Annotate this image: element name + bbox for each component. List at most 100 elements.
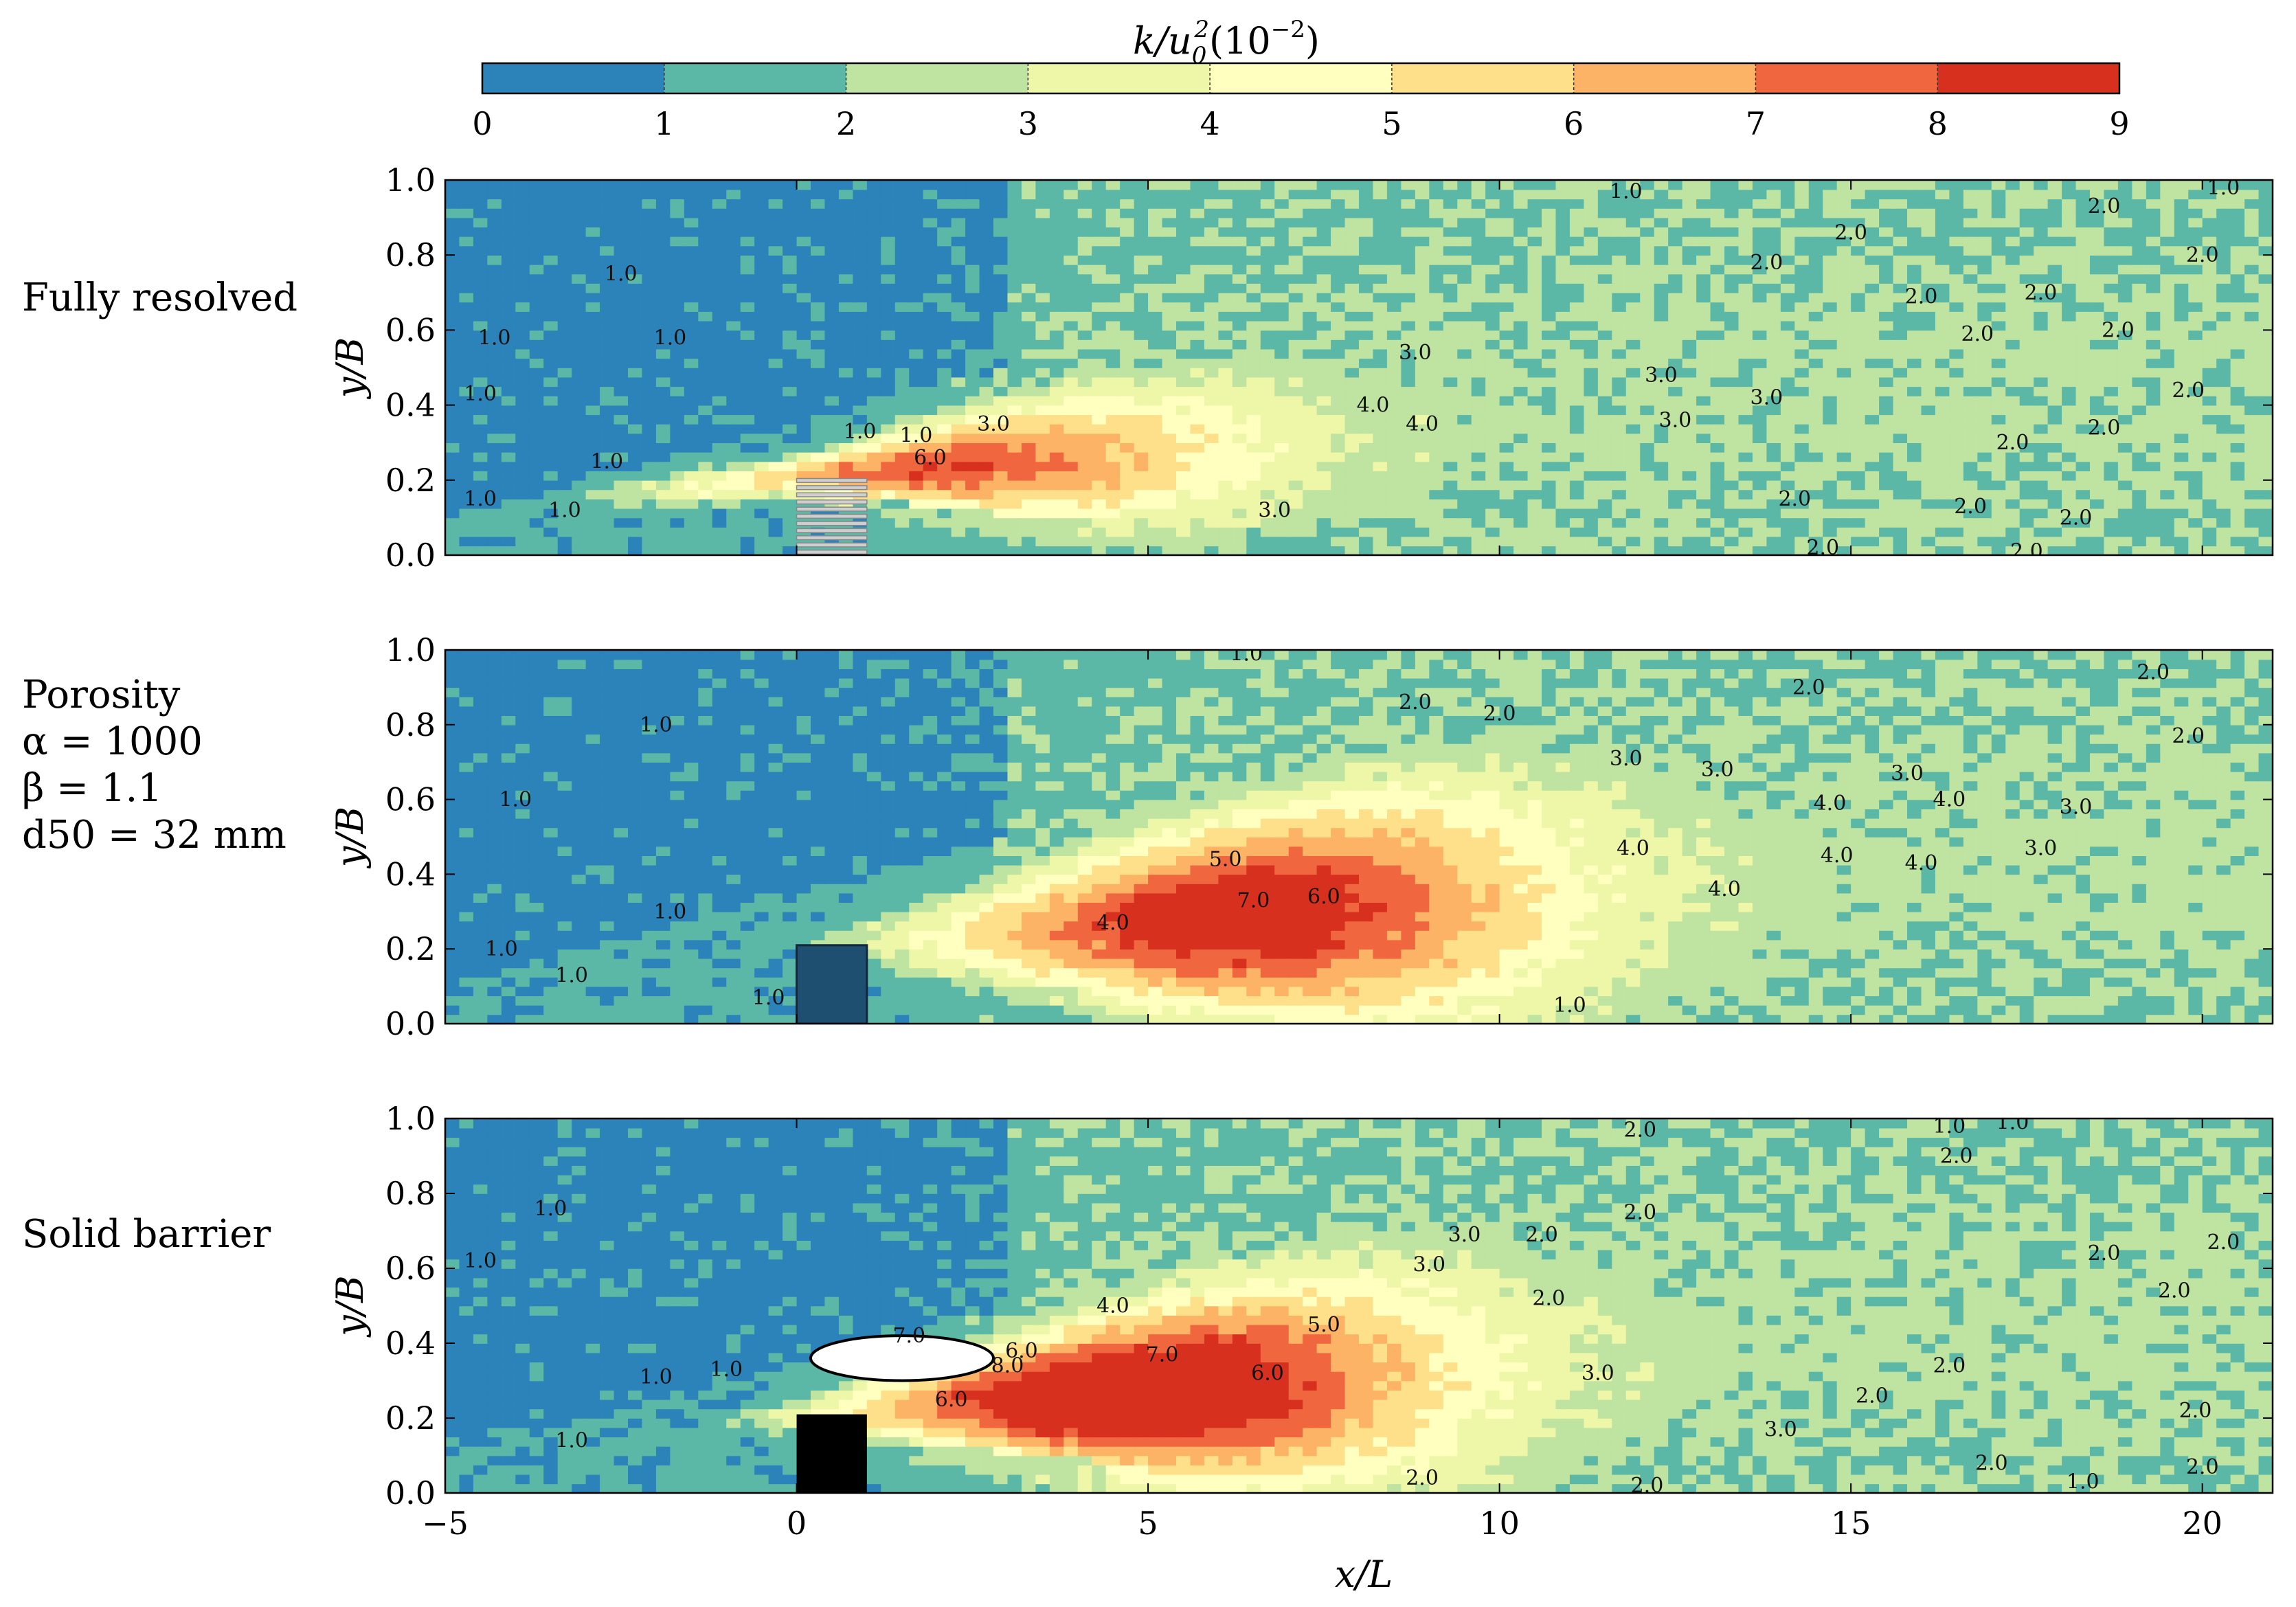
field-cell — [881, 368, 896, 378]
field-cell — [1092, 461, 1107, 471]
field-cell — [1808, 451, 1824, 462]
field-cell — [937, 264, 952, 275]
field-cell — [1148, 471, 1163, 481]
field-cell — [642, 546, 657, 555]
field-cell — [1331, 451, 1346, 462]
field-cell — [1569, 273, 1585, 284]
field-cell — [1274, 480, 1290, 491]
field-cell — [1386, 207, 1402, 218]
field-cell — [2117, 414, 2133, 425]
field-cell — [1429, 489, 1444, 499]
field-cell — [1569, 283, 1585, 293]
field-cell — [1542, 358, 1557, 368]
field-cell — [1823, 527, 1838, 537]
field-cell — [684, 320, 699, 331]
field-cell — [2047, 320, 2062, 331]
field-cell — [1359, 386, 1374, 396]
field-cell — [1893, 273, 1908, 284]
field-cell — [515, 283, 530, 293]
field-cell — [572, 405, 587, 416]
field-cell — [1274, 311, 1290, 322]
field-cell — [1584, 302, 1599, 312]
field-cell — [1218, 508, 1233, 519]
field-cell — [1232, 405, 1248, 416]
field-cell — [2104, 217, 2119, 228]
field-cell — [1092, 414, 1107, 425]
field-cell — [881, 339, 896, 350]
field-cell — [2117, 386, 2133, 396]
field-cell — [1331, 405, 1346, 416]
field-cell — [1246, 414, 1261, 425]
field-cell — [712, 442, 728, 453]
field-cell — [1542, 480, 1557, 491]
field-cell — [1640, 517, 1655, 528]
field-cell — [909, 199, 924, 209]
field-cell — [768, 471, 783, 481]
field-cell — [1035, 339, 1050, 350]
field-cell — [1766, 517, 1781, 528]
field-cell — [529, 264, 545, 275]
field-cell — [1288, 405, 1303, 416]
field-cell — [1077, 480, 1093, 491]
field-cell — [585, 320, 600, 331]
field-cell — [909, 499, 924, 509]
field-cell — [529, 236, 545, 247]
field-cell — [2146, 292, 2161, 303]
field-cell — [670, 368, 685, 378]
field-cell — [1134, 499, 1149, 509]
field-cell — [2047, 461, 2062, 471]
field-cell — [1415, 489, 1430, 499]
field-cell — [1176, 442, 1191, 453]
field-cell — [2258, 433, 2273, 443]
field-cell — [2047, 527, 2062, 537]
field-cell — [1401, 442, 1416, 453]
field-cell — [1373, 368, 1388, 378]
field-cell — [1359, 358, 1374, 368]
field-cell — [1204, 292, 1219, 303]
field-cell — [1092, 489, 1107, 499]
field-cell — [1007, 489, 1022, 499]
field-cell — [1584, 489, 1599, 499]
field-cell — [1963, 255, 1979, 265]
field-cell — [1921, 471, 1936, 481]
field-cell — [768, 508, 783, 519]
field-cell — [1176, 508, 1191, 519]
field-cell — [1148, 227, 1163, 237]
field-cell — [1471, 292, 1486, 303]
field-cell — [1105, 245, 1121, 256]
field-cell — [628, 207, 643, 218]
field-cell — [1907, 217, 1922, 228]
field-cell — [557, 489, 572, 499]
field-cell — [1780, 405, 1796, 416]
field-cell — [1035, 546, 1050, 555]
field-cell — [811, 245, 826, 256]
field-cell — [1921, 217, 1936, 228]
field-cell — [1443, 433, 1459, 443]
field-cell — [1077, 508, 1093, 519]
field-cell — [2034, 536, 2049, 547]
field-cell — [1021, 227, 1037, 237]
field-cell — [1780, 264, 1796, 275]
field-cell — [2244, 527, 2260, 537]
field-cell — [923, 433, 938, 443]
field-cell — [529, 386, 545, 396]
field-cell — [1035, 207, 1050, 218]
field-cell — [1443, 199, 1459, 209]
field-cell — [1584, 292, 1599, 303]
field-cell — [2244, 405, 2260, 416]
field-cell — [1738, 320, 1753, 331]
field-cell — [1429, 386, 1444, 396]
field-cell — [1625, 255, 1641, 265]
field-cell — [2230, 273, 2245, 284]
field-cell — [1386, 368, 1402, 378]
field-cell — [642, 255, 657, 265]
field-cell — [1879, 368, 1894, 378]
field-cell — [740, 311, 755, 322]
field-cell — [2174, 320, 2190, 331]
field-cell — [1303, 527, 1318, 537]
field-cell — [1092, 451, 1107, 462]
field-cell — [1977, 255, 1992, 265]
field-cell — [1555, 517, 1571, 528]
field-cell — [2005, 527, 2021, 537]
field-cell — [1105, 546, 1121, 555]
